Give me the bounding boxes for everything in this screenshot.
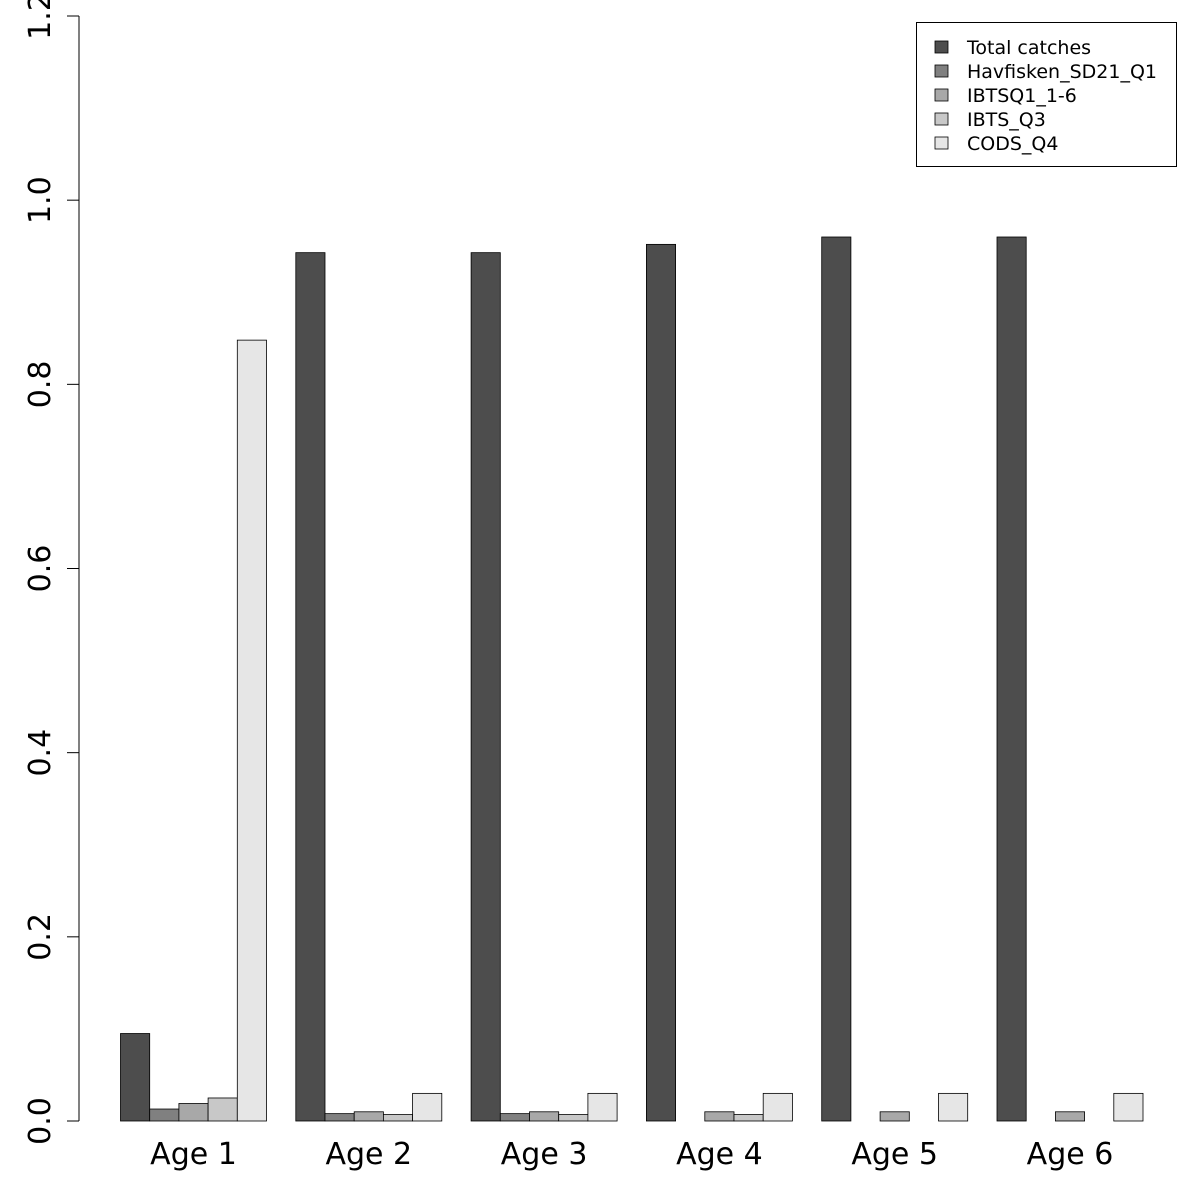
legend-entry: IBTS_Q3 [967, 109, 1046, 131]
y-tick-label: 1.2 [23, 0, 58, 40]
bar [938, 1092, 969, 1122]
bar [412, 1092, 443, 1122]
bar [178, 1103, 209, 1122]
bar [236, 339, 267, 1122]
bar [382, 1114, 413, 1122]
x-tick-label: Age 3 [501, 1137, 588, 1172]
x-axis-labels: Age 1 Age 2 Age 3 Age 4 Age 5 Age 6 [150, 1137, 1113, 1172]
y-axis: 0.0 0.2 0.4 0.6 0.8 1.0 1.2 [23, 0, 80, 1145]
legend-swatch [934, 40, 949, 54]
bar [1113, 1092, 1144, 1122]
bar [1055, 1111, 1086, 1122]
bar [879, 1111, 910, 1122]
legend-swatch [934, 136, 949, 150]
bar [470, 252, 501, 1122]
bar [499, 1113, 530, 1122]
legend-swatch [934, 64, 949, 78]
y-tick-label: 0.0 [23, 1097, 58, 1145]
bar [529, 1111, 560, 1122]
bars [120, 236, 1144, 1122]
legend: Total catchesHavfisken_SD21_Q1IBTSQ1_1-6… [916, 22, 1177, 167]
bar [996, 236, 1027, 1122]
y-tick-label: 0.2 [23, 913, 58, 961]
x-tick-label: Age 1 [150, 1137, 237, 1172]
bar [646, 243, 677, 1122]
x-tick-label: Age 4 [676, 1137, 763, 1172]
x-tick-label: Age 5 [851, 1137, 938, 1172]
legend-entry: CODS_Q4 [967, 133, 1058, 155]
y-tick-label: 0.4 [23, 729, 58, 777]
bar [762, 1092, 793, 1122]
y-tick-label: 0.8 [23, 360, 58, 408]
bar [558, 1114, 589, 1122]
y-tick-label: 1.0 [23, 176, 58, 224]
x-tick-label: Age 6 [1027, 1137, 1114, 1172]
y-tick-label: 0.6 [23, 545, 58, 593]
bar [821, 236, 852, 1122]
legend-box [916, 22, 1177, 167]
legend-entry: Total catches [966, 37, 1091, 59]
bar [587, 1092, 618, 1122]
legend-swatch [934, 112, 949, 126]
bar [207, 1097, 238, 1122]
x-tick-label: Age 2 [325, 1137, 412, 1172]
bar [353, 1111, 384, 1122]
legend-entry: IBTSQ1_1-6 [967, 85, 1077, 107]
bar [120, 1033, 151, 1122]
bar [704, 1111, 735, 1122]
legend-entry: Havfisken_SD21_Q1 [967, 61, 1157, 83]
bar [149, 1108, 180, 1122]
bar [733, 1114, 764, 1122]
legend-swatch [934, 88, 949, 102]
bar [295, 252, 326, 1122]
bar [324, 1113, 355, 1122]
